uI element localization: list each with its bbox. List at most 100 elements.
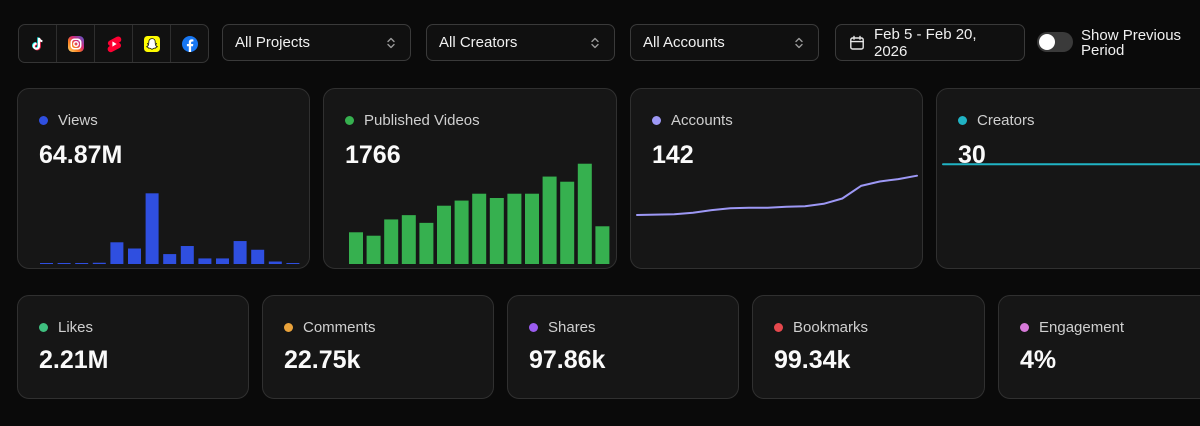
views-label: Views — [58, 112, 98, 129]
published-videos-bar — [401, 215, 416, 264]
calendar-icon — [850, 35, 864, 50]
accounts-line — [636, 174, 918, 216]
bookmarks-value: 99.34k — [774, 346, 851, 374]
views-bar — [128, 248, 141, 264]
views-bar — [198, 258, 212, 264]
published-videos-bar — [384, 219, 399, 264]
platform-snapchat-button[interactable] — [133, 25, 171, 62]
views-chart — [40, 193, 300, 264]
published-videos-chart — [349, 163, 610, 264]
engagement-card[interactable]: Engagement 4% — [998, 295, 1200, 399]
likes-label-row: Likes — [39, 319, 93, 336]
accounts-label: Accounts — [671, 112, 733, 129]
views-bar — [216, 258, 229, 264]
published-videos-bar — [595, 226, 610, 264]
platform-tiktok-button[interactable] — [19, 25, 57, 62]
creators-label-row: Creators — [958, 112, 1035, 129]
date-range-picker[interactable]: Feb 5 - Feb 20, 2026 — [835, 24, 1025, 61]
chevron-up-down-icon — [795, 37, 803, 48]
published-videos-bar — [472, 193, 487, 264]
published-videos-label: Published Videos — [364, 112, 480, 129]
comments-card[interactable]: Comments 22.75k — [262, 295, 494, 399]
published-videos-value: 1766 — [345, 141, 401, 169]
accounts-chart — [636, 174, 918, 216]
creators-card[interactable]: Creators 30 — [936, 88, 1200, 269]
engagement-label-row: Engagement — [1020, 319, 1124, 336]
views-bar — [286, 263, 300, 264]
instagram-icon — [67, 35, 84, 52]
published-videos-bar — [489, 198, 504, 264]
projects-select[interactable]: All Projects — [222, 24, 411, 61]
date-range-text: Feb 5 - Feb 20, 2026 — [874, 25, 977, 60]
creators-label: Creators — [977, 112, 1035, 129]
accounts-value: 142 — [652, 141, 694, 169]
published-videos-bar — [560, 181, 575, 264]
published-videos-bar — [577, 163, 592, 264]
shares-label: Shares — [548, 319, 596, 336]
views-card[interactable]: Views 64.87M — [17, 88, 310, 269]
accounts-select[interactable]: All Accounts — [630, 24, 819, 61]
shares-label-row: Shares — [529, 319, 596, 336]
comments-value: 22.75k — [284, 346, 361, 374]
chevron-up-down-icon — [591, 37, 599, 48]
views-bar — [110, 242, 124, 264]
platform-filter — [18, 24, 209, 63]
comments-label-row: Comments — [284, 319, 376, 336]
accounts-dot — [652, 116, 661, 125]
platform-instagram-button[interactable] — [57, 25, 95, 62]
engagement-label: Engagement — [1039, 319, 1125, 336]
youtube-shorts-icon — [107, 35, 121, 52]
show-previous-period-toggle[interactable] — [1037, 32, 1073, 52]
likes-label: Likes — [58, 319, 94, 336]
snapchat-icon — [143, 35, 160, 52]
published-videos-bar — [525, 193, 539, 264]
views-bar — [180, 246, 194, 264]
facebook-icon — [181, 35, 198, 52]
views-dot — [39, 116, 48, 125]
bookmarks-card[interactable]: Bookmarks 99.34k — [752, 295, 985, 399]
published-videos-label-row: Published Videos — [345, 112, 480, 129]
published-videos-bar — [437, 205, 451, 264]
shares-dot — [529, 323, 538, 332]
views-bar — [145, 193, 159, 264]
likes-dot — [39, 323, 48, 332]
accounts-select-value: All Accounts — [643, 34, 725, 51]
bookmarks-dot — [774, 323, 783, 332]
views-bar — [233, 241, 247, 264]
accounts-label-row: Accounts — [652, 112, 733, 129]
views-label-row: Views — [39, 112, 98, 129]
published-videos-bar — [542, 176, 557, 264]
views-bar — [40, 263, 53, 264]
published-videos-card[interactable]: Published Videos 1766 — [323, 88, 617, 269]
views-bar — [163, 254, 177, 264]
accounts-card[interactable]: Accounts 142 — [630, 88, 923, 269]
bookmarks-label-row: Bookmarks — [774, 319, 868, 336]
creators-chart — [942, 163, 1200, 166]
views-bar — [75, 263, 89, 264]
published-videos-bar — [419, 222, 434, 264]
shares-value: 97.86k — [529, 346, 606, 374]
published-videos-dot — [345, 116, 354, 125]
views-bar — [251, 249, 265, 264]
likes-card[interactable]: Likes 2.21M — [17, 295, 249, 399]
engagement-dot — [1020, 323, 1029, 332]
creators-select-value: All Creators — [439, 34, 518, 51]
platform-facebook-button[interactable] — [171, 25, 208, 62]
published-videos-bar — [454, 200, 469, 264]
creators-select[interactable]: All Creators — [426, 24, 615, 61]
tiktok-icon — [31, 36, 43, 50]
likes-value: 2.21M — [39, 346, 109, 374]
views-value: 64.87M — [39, 141, 123, 169]
platform-youtube-shorts-button[interactable] — [95, 25, 133, 62]
shares-card[interactable]: Shares 97.86k — [507, 295, 739, 399]
published-videos-bar — [366, 235, 381, 264]
toggle-knob — [1039, 34, 1055, 50]
creators-dot — [958, 116, 967, 125]
published-videos-bar — [349, 232, 363, 264]
published-videos-bar — [507, 193, 522, 264]
projects-select-value: All Projects — [235, 34, 311, 51]
views-bar — [92, 262, 106, 264]
bookmarks-label: Bookmarks — [793, 319, 869, 336]
comments-label: Comments — [303, 319, 376, 336]
comments-dot — [284, 323, 293, 332]
